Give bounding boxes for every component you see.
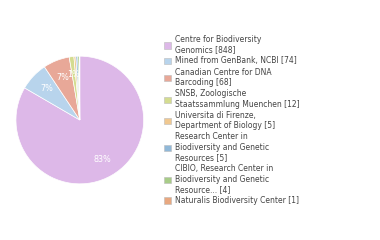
Text: 1%: 1% (68, 70, 80, 79)
Wedge shape (16, 56, 144, 184)
Wedge shape (74, 56, 80, 120)
Text: 83%: 83% (94, 155, 112, 164)
Wedge shape (25, 67, 80, 120)
Text: 7%: 7% (40, 84, 53, 93)
Wedge shape (69, 56, 80, 120)
Wedge shape (44, 57, 80, 120)
Wedge shape (76, 56, 80, 120)
Wedge shape (79, 56, 80, 120)
Wedge shape (78, 56, 80, 120)
Text: 7%: 7% (57, 73, 69, 82)
Legend: Centre for Biodiversity
Genomics [848], Mined from GenBank, NCBI [74], Canadian : Centre for Biodiversity Genomics [848], … (163, 34, 300, 206)
